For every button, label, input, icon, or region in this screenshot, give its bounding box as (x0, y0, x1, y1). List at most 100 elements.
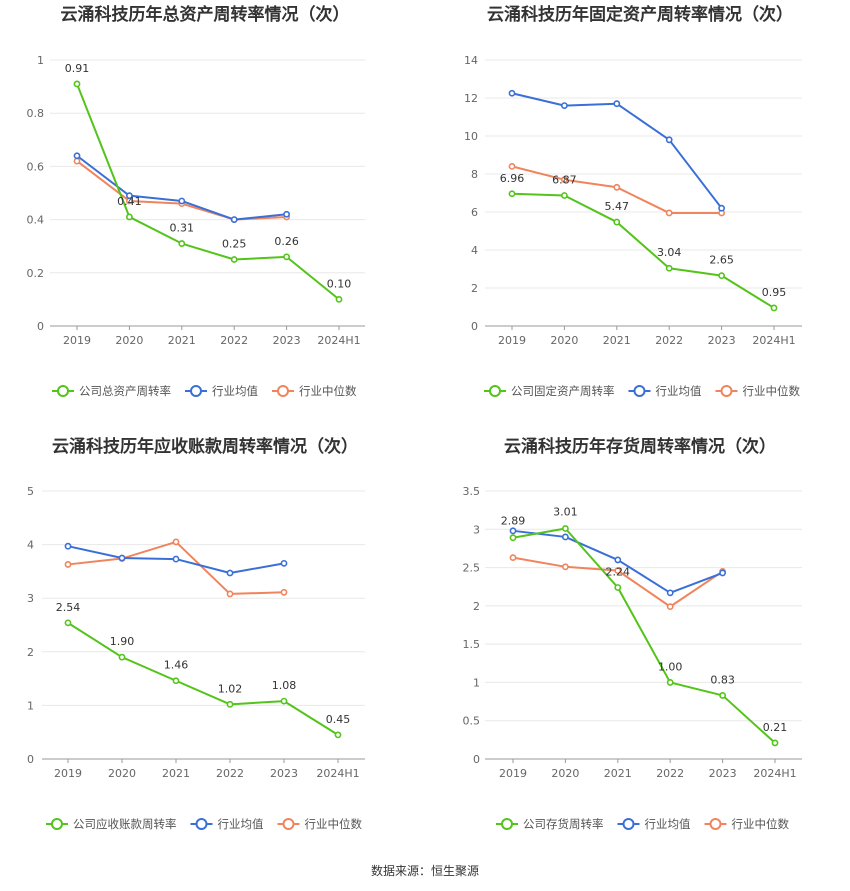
y-tick-label: 2 (471, 282, 478, 295)
data-point-median (73, 157, 81, 165)
x-tick-label: 2019 (498, 334, 526, 347)
y-tick-label: 0 (471, 320, 478, 333)
data-point-avg (509, 527, 517, 535)
y-tick-label: 1 (473, 676, 480, 689)
data-label: 6.96 (500, 172, 525, 185)
legend-label: 公司存货周转率 (523, 817, 604, 831)
data-point-median (665, 209, 673, 217)
data-label: 1.08 (272, 679, 297, 692)
x-tick-label: 2020 (550, 334, 578, 347)
data-label: 0.21 (763, 721, 788, 734)
y-tick-label: 0 (473, 753, 480, 766)
data-point-company (226, 700, 234, 708)
y-tick-label: 1 (37, 54, 44, 67)
series-line-company (511, 192, 775, 309)
data-label: 1.02 (218, 682, 243, 695)
data-point-avg (226, 569, 234, 577)
legend-label: 行业均值 (656, 384, 702, 398)
x-tick-label: 2021 (162, 767, 190, 780)
data-point-company (771, 739, 779, 747)
data-label: 0.83 (710, 673, 735, 686)
data-point-company (770, 304, 778, 312)
y-tick-label: 2 (473, 600, 480, 613)
data-point-company (613, 218, 621, 226)
data-point-company (719, 692, 726, 699)
legend-swatch-marker (720, 385, 733, 397)
data-point-avg (118, 554, 126, 562)
series-line-median (76, 160, 287, 221)
x-tick-label: 2019 (499, 767, 527, 780)
data-point-avg (666, 589, 674, 597)
data-point-company (665, 264, 673, 272)
legend: 公司固定资产周转率 行业均值 行业中位数 (484, 384, 800, 398)
chart-panel-3: 云涌科技历年应收账款周转率情况（次） 0 1 2 3 4 5 2019 2020 2021 2022… (27, 436, 365, 831)
data-label: 0.95 (762, 286, 787, 299)
data-label: 2.24 (606, 565, 631, 578)
x-tick-label: 2023 (273, 334, 301, 347)
y-tick-label: 1 (27, 699, 34, 712)
chart-title: 云涌科技历年固定资产周转率情况（次） (487, 4, 793, 25)
legend: 公司应收账款周转率 行业均值 行业中位数 (46, 817, 362, 831)
y-tick-label: 1.5 (463, 638, 481, 651)
x-tick-label: 2019 (63, 334, 91, 347)
y-tick-label: 10 (464, 130, 478, 143)
data-point-avg (283, 210, 290, 218)
data-point-avg (172, 555, 180, 563)
data-point-avg (230, 216, 238, 223)
legend-swatch-marker (709, 818, 722, 830)
y-tick-label: 0.4 (27, 214, 45, 227)
data-point-company (280, 697, 288, 705)
data-label: 1.46 (164, 659, 189, 672)
data-label: 5.47 (605, 200, 630, 213)
data-label: 2.65 (709, 254, 734, 267)
data-label: 3.01 (553, 506, 578, 519)
y-tick-label: 6 (471, 206, 478, 219)
x-tick-label: 2021 (604, 767, 632, 780)
x-tick-label: 2022 (656, 767, 684, 780)
chart-panel-2: 云涌科技历年固定资产周转率情况（次） 0 2 4 6 8 10 12 14 2019 2020 202… (464, 4, 802, 398)
data-point-company (118, 653, 126, 661)
y-tick-label: 0.8 (27, 107, 45, 120)
data-point-avg (280, 559, 288, 567)
series-line-company (67, 622, 339, 736)
x-tick-label: 2022 (220, 334, 248, 347)
legend-swatch-marker (489, 385, 501, 397)
x-tick-label: 2021 (168, 334, 196, 347)
data-point-avg (665, 136, 673, 144)
data-point-avg (73, 152, 81, 160)
data-label: 0.91 (65, 62, 90, 75)
data-point-company (125, 213, 133, 221)
chart-title: 云涌科技历年总资产周转率情况（次） (61, 4, 350, 25)
y-tick-label: 0.6 (27, 160, 45, 173)
data-label: 2.89 (501, 515, 526, 528)
x-tick-label: 2023 (709, 767, 737, 780)
data-point-company (614, 584, 622, 591)
data-point-avg (561, 102, 568, 109)
data-point-avg (614, 556, 622, 564)
legend-label: 行业均值 (218, 817, 264, 831)
data-point-avg (613, 100, 621, 108)
data-point-median (562, 563, 569, 571)
data-label: 0.31 (170, 222, 195, 235)
series-line-company (512, 527, 776, 744)
legend-swatch-marker (51, 818, 63, 830)
data-point-company (283, 253, 290, 261)
y-tick-label: 4 (471, 244, 478, 257)
x-tick-label: 2020 (108, 767, 136, 780)
legend-swatch-marker (190, 385, 202, 397)
data-point-median (508, 162, 516, 170)
legend-swatch-marker (277, 385, 289, 397)
chart-panel-4: 云涌科技历年存货周转率情况（次） 0 0.5 1 1.5 2 2.5 3 3.5 2019 2020… (463, 436, 802, 831)
legend-label: 行业中位数 (743, 384, 801, 398)
chart-title: 云涌科技历年应收账款周转率情况（次） (52, 436, 358, 457)
legend-label: 公司固定资产周转率 (511, 384, 615, 398)
x-tick-label: 2023 (708, 334, 736, 347)
x-tick-label: 2024H1 (753, 767, 796, 780)
legend-swatch-marker (195, 818, 208, 830)
y-tick-label: 3 (473, 523, 480, 536)
x-tick-label: 2020 (115, 334, 143, 347)
legend-label: 行业中位数 (305, 817, 363, 831)
data-point-avg (718, 204, 725, 212)
y-tick-label: 12 (464, 92, 478, 105)
data-label: 0.10 (327, 277, 352, 290)
